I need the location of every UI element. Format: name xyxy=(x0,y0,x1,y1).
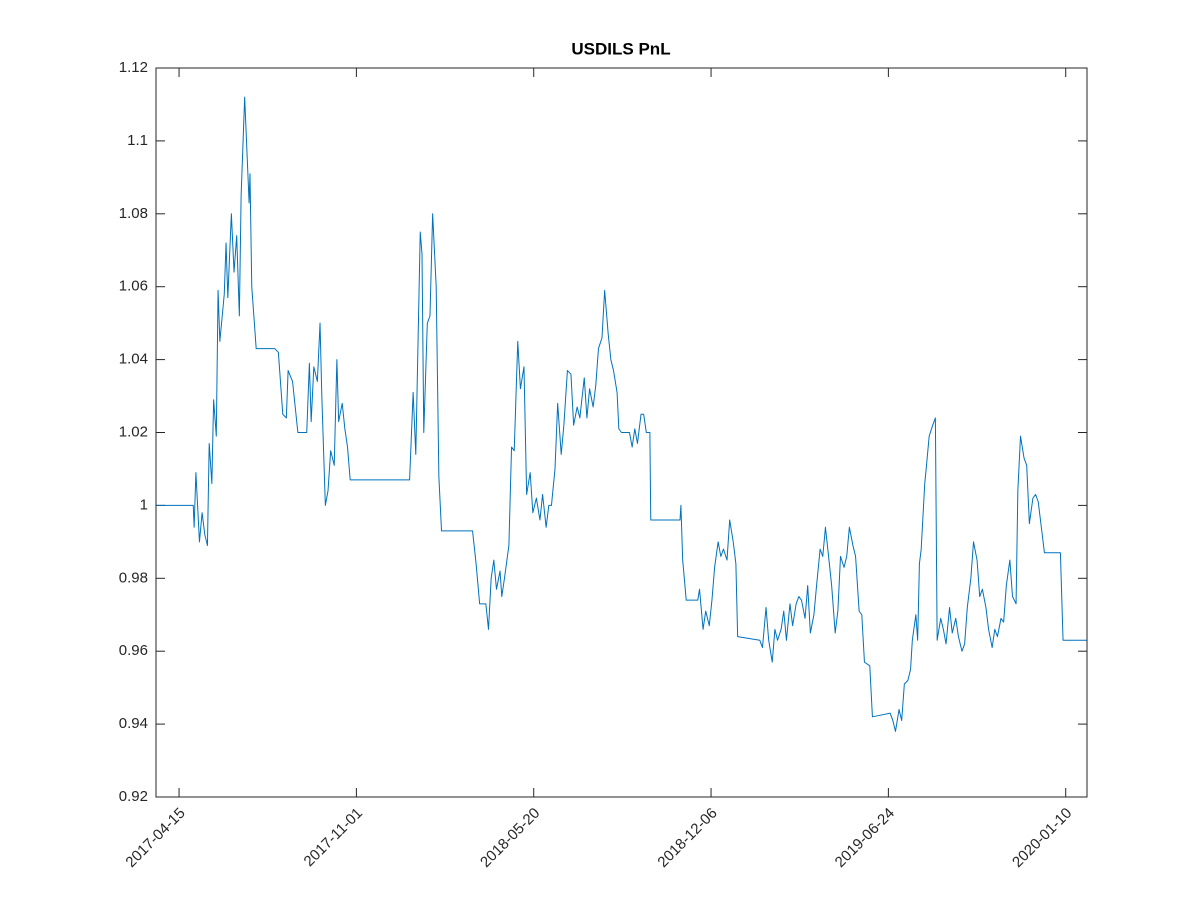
y-tick-label: 0.98 xyxy=(119,569,148,586)
x-tick-label: 2017-11-01 xyxy=(301,805,366,870)
y-tick-label: 0.94 xyxy=(119,715,148,732)
x-tick-label: 2018-05-20 xyxy=(477,805,543,871)
y-tick-label: 1.08 xyxy=(119,205,148,222)
y-tick-label: 0.96 xyxy=(119,642,148,659)
axes-box xyxy=(155,67,1088,798)
x-tick-label: 2020-01-10 xyxy=(1009,805,1075,871)
chart-title: USDILS PnL xyxy=(571,39,670,58)
y-tick-label: 1.02 xyxy=(119,423,148,440)
y-tick-label: 1.06 xyxy=(119,278,148,295)
y-tick-label: 1.04 xyxy=(119,351,148,368)
y-tick-label: 1.1 xyxy=(127,132,148,149)
y-tick-label: 0.92 xyxy=(119,788,148,805)
y-tick-label: 1.12 xyxy=(119,59,148,76)
y-tick-label: 1 xyxy=(140,496,148,513)
x-tick-label: 2018-12-06 xyxy=(654,805,720,871)
x-tick-label: 2017-04-15 xyxy=(122,805,188,871)
x-tick-label: 2019-06-24 xyxy=(832,805,898,871)
data-line xyxy=(156,96,1087,732)
